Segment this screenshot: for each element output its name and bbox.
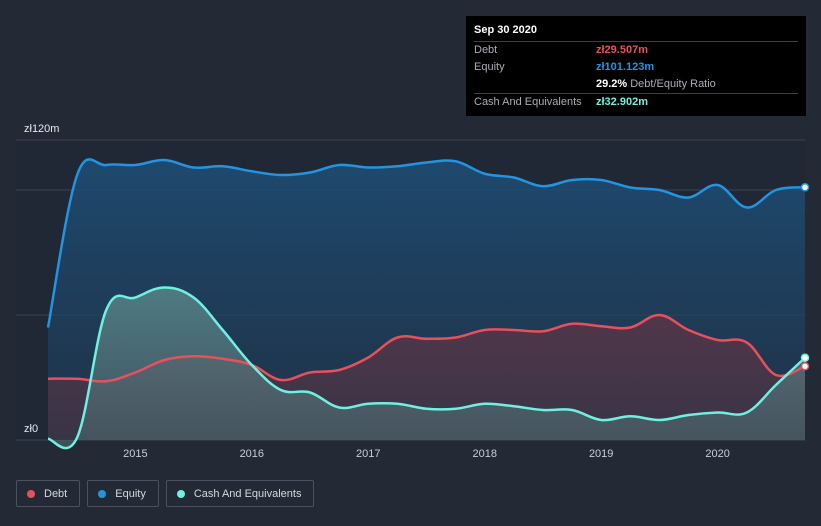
debt-end-point: [800, 362, 810, 371]
series-end-markers: [800, 183, 810, 371]
legend-dot-cash: [176, 489, 185, 498]
y-tick-label-bottom: zł0: [24, 423, 38, 435]
tooltip-debt-value: zł29.507m: [596, 44, 648, 56]
legend-item-cash[interactable]: Cash And Equivalents: [165, 480, 315, 507]
legend-label-cash: Cash And Equivalents: [193, 487, 302, 500]
cash-area: [48, 287, 805, 449]
x-tick-label-2019: 2019: [589, 448, 613, 460]
axis-labels: zł120m zł0 2015 2016 2017 2018 2019 2020: [24, 123, 730, 460]
x-tick-label-2020: 2020: [705, 448, 729, 460]
legend-label-equity: Equity: [115, 487, 146, 500]
tooltip-ratio-label: Debt/Equity Ratio: [630, 78, 716, 90]
tooltip-row-ratio: 29.2% Debt/Equity Ratio: [474, 76, 798, 93]
debt-line: [47, 313, 806, 383]
x-tick-label-2017: 2017: [356, 448, 380, 460]
series-areas: [48, 159, 805, 449]
cash-end-point: [800, 353, 810, 362]
tooltip-equity-value: zł101.123m: [596, 61, 655, 73]
tooltip-equity-label: Equity: [474, 61, 505, 73]
legend-item-debt[interactable]: Debt: [16, 480, 81, 507]
equity-line: [46, 158, 806, 328]
cash-line: [47, 286, 806, 450]
tooltip-ratio-value: 29.2%: [596, 78, 628, 90]
x-tick-label-2016: 2016: [240, 448, 264, 460]
tooltip-panel: Sep 30 2020 Debt zł29.507m Equity zł101.…: [466, 16, 806, 116]
tooltip-debt-label: Debt: [474, 44, 498, 56]
equity-end-point: [800, 183, 810, 192]
tooltip-row-cash: Cash And Equivalents zł32.902m: [474, 93, 798, 111]
tooltip-row-debt: Debt zł29.507m: [474, 41, 798, 59]
tooltip-cash-label: Cash And Equivalents: [474, 96, 582, 108]
x-tick-label-2018: 2018: [472, 448, 496, 460]
legend-dot-debt: [27, 489, 35, 498]
tooltip-cash-value: zł32.902m: [596, 96, 648, 108]
tooltip-date: Sep 30 2020: [474, 24, 537, 36]
legend-item-equity[interactable]: Equity: [87, 480, 159, 507]
x-tick-label-2015: 2015: [123, 448, 147, 460]
chart-legend: Debt Equity Cash And Equivalents: [16, 480, 315, 507]
legend-label-debt: Debt: [44, 487, 68, 500]
tooltip-row-equity: Equity zł101.123m: [474, 59, 798, 76]
legend-dot-equity: [98, 489, 107, 498]
y-tick-label-top: zł120m: [24, 123, 59, 135]
series-lines: [46, 158, 806, 450]
